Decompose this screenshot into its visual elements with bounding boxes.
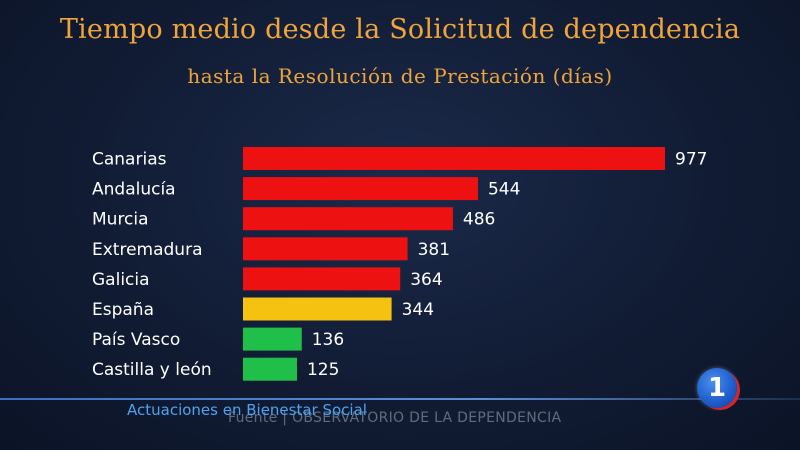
category-label: Andalucía bbox=[92, 180, 176, 200]
value-label: 364 bbox=[410, 270, 442, 290]
bar bbox=[243, 297, 392, 321]
bar bbox=[243, 237, 408, 261]
category-label: Canarias bbox=[92, 150, 167, 170]
bar bbox=[243, 357, 297, 381]
category-label: Galicia bbox=[92, 270, 150, 290]
value-label: 125 bbox=[307, 360, 339, 380]
chart-subtitle: hasta la Resolución de Prestación (días) bbox=[187, 64, 613, 88]
bar-chart: Canarias 977 Andalucía 544 Murcia 486 Extremad… bbox=[92, 147, 707, 381]
bar bbox=[243, 207, 453, 231]
source-caption: Fuente | OBSERVATORIO DE LA DEPENDENCIA bbox=[228, 410, 562, 426]
bar bbox=[243, 327, 302, 351]
value-label: 977 bbox=[675, 150, 707, 170]
chart-title: Tiempo medio desde la Solicitud de depen… bbox=[59, 14, 741, 45]
value-label: 544 bbox=[488, 180, 520, 200]
bar bbox=[243, 147, 665, 170]
value-label: 136 bbox=[312, 330, 344, 350]
category-label: España bbox=[92, 300, 154, 320]
category-label: País Vasco bbox=[92, 330, 180, 350]
category-label: Murcia bbox=[92, 210, 149, 230]
bar bbox=[243, 177, 478, 201]
category-label: Extremadura bbox=[92, 240, 203, 260]
value-label: 486 bbox=[463, 210, 495, 230]
channel-logo: 1 bbox=[697, 368, 737, 408]
ticker-label: Actuaciones en Bienestar Social bbox=[127, 401, 367, 419]
ticker-divider bbox=[0, 398, 800, 400]
category-label: Castilla y león bbox=[92, 360, 212, 380]
bar bbox=[243, 267, 401, 291]
value-label: 344 bbox=[402, 300, 434, 320]
value-label: 381 bbox=[418, 240, 450, 260]
